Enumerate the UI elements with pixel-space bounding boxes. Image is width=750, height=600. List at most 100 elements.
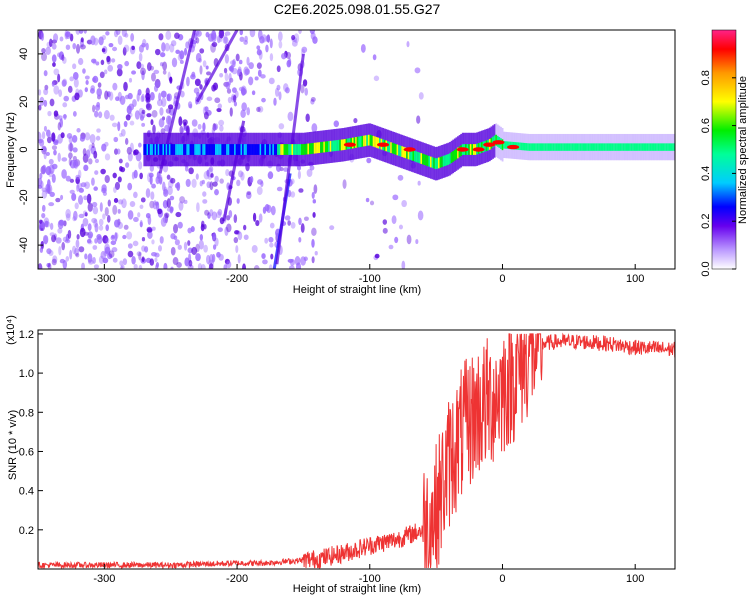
ridge-core [557,143,560,151]
heatmap-cell [131,70,137,75]
heatmap-cell [51,173,56,183]
ridge-core [179,144,182,155]
heatmap-cell [127,243,133,249]
heatmap-cell [123,120,128,128]
heatmap-cell [256,45,261,50]
heatmap-cell [240,109,246,118]
heatmap-cell [86,149,91,159]
heatmap-cell [51,54,57,63]
ridge-core [251,144,254,155]
heatmap-cell [269,242,274,248]
ridge-core [267,144,270,155]
heatmap-cell [238,170,244,178]
heatmap-cell [225,81,231,90]
heatmap-cell [151,226,156,231]
heatmap-cell [276,84,281,91]
heatmap-cell [224,54,230,64]
heatmap-cell [84,253,88,260]
heatmap-cell [49,222,54,230]
heatmap-cell [228,66,234,72]
heatmap-cell [394,236,399,244]
heatmap-cell [287,220,291,226]
heatmap-cell [127,92,133,100]
heatmap-cell [128,77,133,83]
ridge-core [353,137,356,149]
ridge-core [312,142,314,154]
heatmap-cell [139,115,145,121]
ridge-core [425,154,428,166]
ridge-core [170,144,173,155]
heatmap-cell [60,194,64,200]
ridge-core [246,144,249,155]
heatmap-cell [244,35,248,43]
heatmap-cell [153,84,159,92]
ridge-core [329,140,332,152]
heatmap-cell [136,61,142,69]
heatmap-cell [209,209,214,217]
heatmap-cell [256,49,262,56]
figure-title: C2E6.2025.098.01.55.G27 [274,1,441,17]
ridge-core [637,143,639,151]
ridge-core [178,144,181,155]
ridge-core [539,143,542,151]
heatmap-cell [233,237,239,244]
ridge-core [611,143,614,151]
heatmap-cell [57,73,61,83]
ridge-core [272,144,275,155]
ridge-core [388,141,391,153]
heatmap-cell [47,262,52,269]
x-tick-label: -300 [93,573,115,585]
heatmap-cell [51,43,57,50]
ridge-core [363,135,365,147]
heatmap-cell [229,60,236,66]
heatmap-cell [206,96,213,102]
heatmap-x-label: Height of straight line (km) [293,284,421,296]
heatmap-cell [133,149,139,155]
heatmap-cell [232,94,237,103]
heatmap-cell [112,172,117,179]
heatmap-cell [166,93,171,102]
heatmap-cell [95,135,101,141]
ridge-core [594,143,596,151]
heatmap-cell [42,147,47,153]
heatmap-cell [293,33,300,44]
heatmap-cell [311,191,315,199]
heatmap-cell [83,30,87,34]
heatmap-cell [83,195,88,201]
ridge-core [194,144,197,155]
x-tick-label: 100 [626,273,644,285]
heatmap-cell [122,258,128,266]
heatmap-cell [196,202,200,213]
heatmap-cell [116,68,123,77]
y-tick-label: 20 [18,96,30,108]
heatmap-cell [138,52,143,62]
heatmap-cell [262,259,268,265]
ridge-core [415,151,418,163]
heatmap-cell [108,43,114,48]
heatmap-cell [312,199,317,204]
ridge-core [398,145,400,156]
heatmap-cell [200,264,206,269]
ridge-core [307,143,310,155]
colorbar-gradient [711,29,737,270]
heatmap-cell [206,181,212,189]
ridge-core [195,144,198,155]
ridge-core [504,141,507,149]
ridge-core [202,144,205,155]
heatmap-cell [183,199,188,204]
heatmap-cell [162,69,167,75]
heatmap-cell [100,250,107,260]
heatmap-cell [188,167,194,175]
heatmap-cell [197,123,202,130]
ridge-core [369,134,372,146]
heatmap-cell [219,178,224,184]
ridge-core [248,144,251,155]
heatmap-cell [159,107,164,116]
ridge-core [250,144,252,155]
ridge-core [660,143,663,151]
ridge-core [495,134,498,146]
heatmap-cell [205,65,209,70]
heatmap-cell [83,164,89,172]
ridge-core [146,144,149,155]
heatmap-cell [246,190,252,196]
